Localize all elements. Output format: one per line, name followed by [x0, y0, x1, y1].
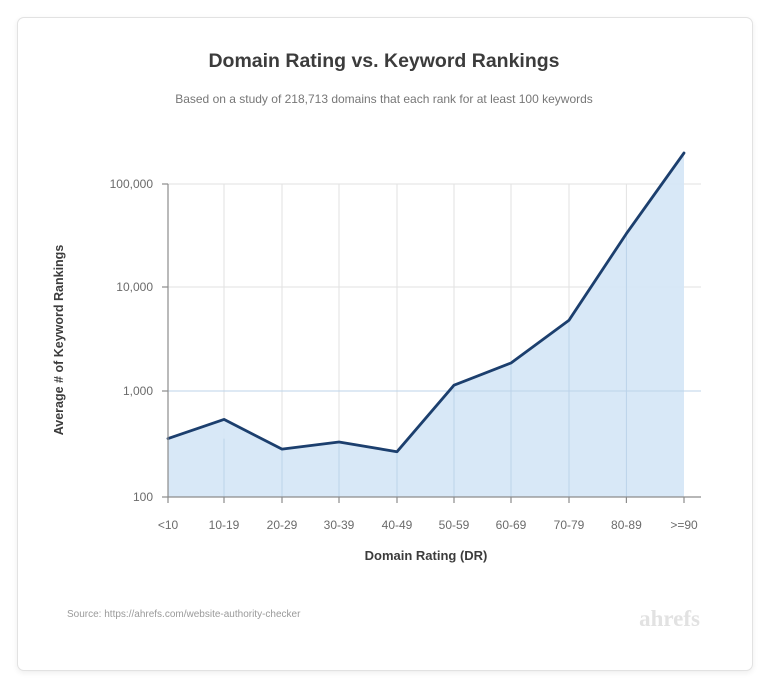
- svg-text:20-29: 20-29: [267, 518, 298, 532]
- svg-text:10-19: 10-19: [209, 518, 240, 532]
- svg-text:40-49: 40-49: [382, 518, 413, 532]
- svg-text:100,000: 100,000: [110, 177, 154, 191]
- svg-text:<10: <10: [158, 518, 179, 532]
- svg-text:10,000: 10,000: [116, 280, 153, 294]
- svg-text:30-39: 30-39: [324, 518, 355, 532]
- svg-text:100: 100: [133, 490, 153, 504]
- svg-text:70-79: 70-79: [554, 518, 585, 532]
- svg-text:>=90: >=90: [670, 518, 698, 532]
- svg-text:1,000: 1,000: [123, 384, 153, 398]
- svg-text:50-59: 50-59: [439, 518, 470, 532]
- svg-text:80-89: 80-89: [611, 518, 642, 532]
- svg-text:60-69: 60-69: [496, 518, 527, 532]
